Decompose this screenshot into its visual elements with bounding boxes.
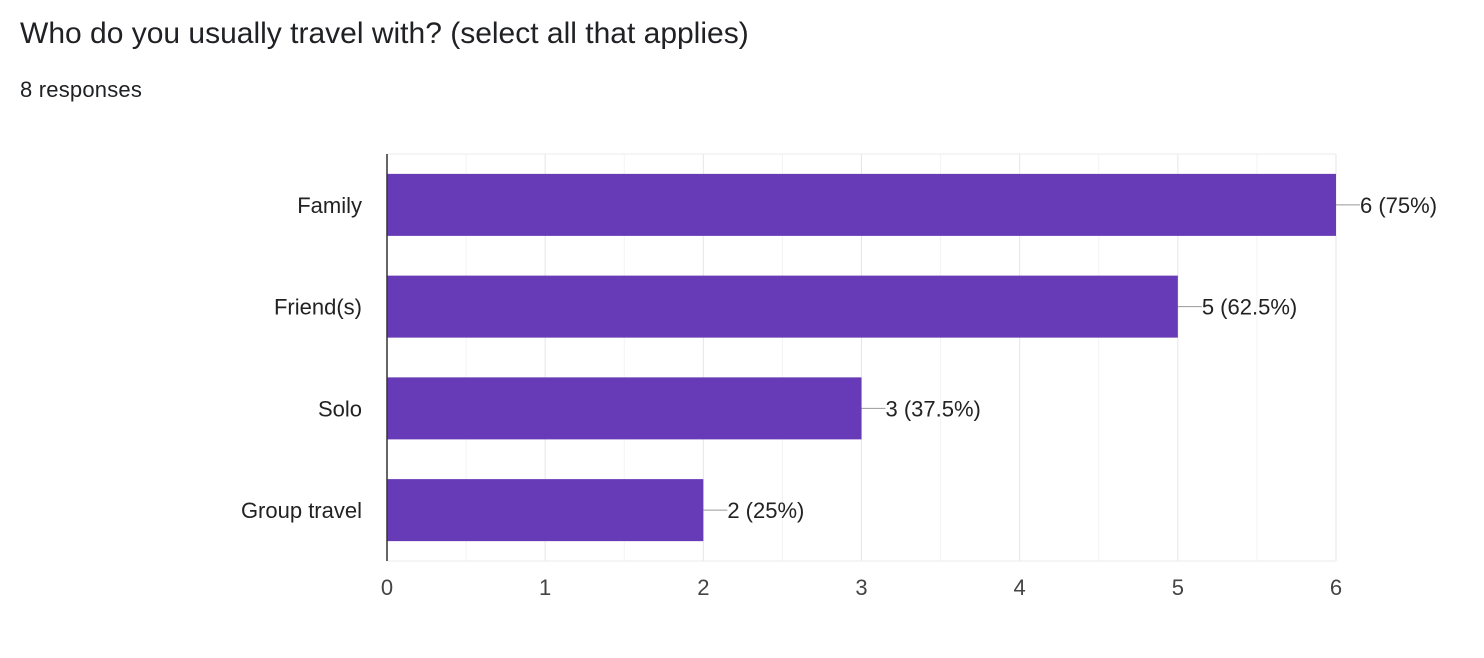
chart-bars	[387, 173, 1336, 542]
data-label: 3 (37.5%)	[886, 396, 981, 421]
x-tick-label: 4	[1014, 575, 1026, 600]
bar-solo	[387, 377, 862, 440]
bar-friend-s	[387, 275, 1178, 338]
bar-group-travel	[387, 479, 704, 542]
chart-axes: 0 1 2 3 4 5 6	[381, 154, 1342, 600]
x-tick-label: 0	[381, 575, 393, 600]
category-label: Group travel	[241, 498, 362, 523]
data-label: 2 (25%)	[727, 498, 804, 523]
bar-family	[387, 173, 1336, 236]
category-label: Family	[297, 193, 362, 218]
category-label: Friend(s)	[274, 295, 362, 320]
chart-labels: Family 6 (75%) Friend(s) 5 (62.5%) Solo 3 (37…	[241, 193, 1437, 523]
data-label: 6 (75%)	[1360, 193, 1437, 218]
question-title: Who do you usually travel with? (select …	[20, 17, 749, 50]
data-label: 5 (62.5%)	[1202, 295, 1297, 320]
x-tick-label: 1	[539, 575, 551, 600]
response-count: 8 responses	[20, 77, 143, 102]
x-tick-label: 5	[1172, 575, 1184, 600]
x-tick-label: 3	[855, 575, 867, 600]
x-tick-label: 2	[697, 575, 709, 600]
x-tick-label: 6	[1330, 575, 1342, 600]
category-label: Solo	[318, 396, 362, 421]
